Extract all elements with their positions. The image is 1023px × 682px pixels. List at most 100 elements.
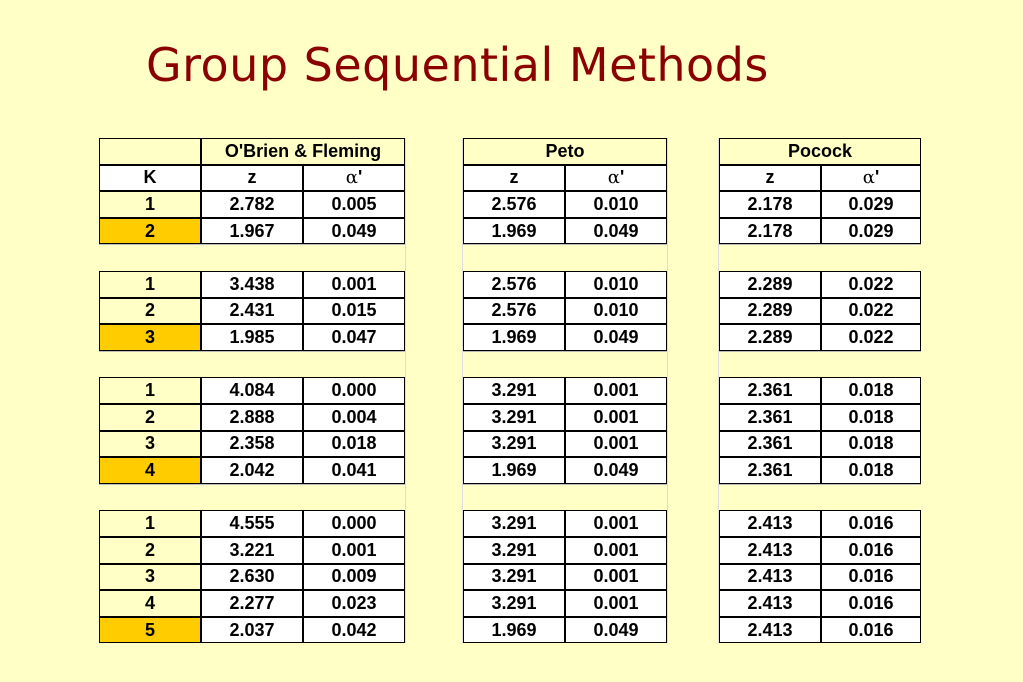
peto-z-cell: 1.969 [463,457,565,484]
peto-z-cell: 2.576 [463,297,565,325]
peto-a-cell: 0.001 [565,510,667,537]
poc-a-cell: 0.016 [821,563,921,591]
peto-z-cell: 3.291 [463,563,565,591]
k-cell: 4 [99,457,201,484]
spacer-cell [719,483,821,511]
peto-a-cell: 0.049 [565,457,667,484]
poc-z-cell: 2.413 [719,616,821,644]
poc-z-cell: 2.413 [719,537,821,564]
alpha-symbol: α [862,167,875,189]
alpha-prime: ' [619,167,625,188]
poc-z-cell: 2.413 [719,563,821,591]
obf-z-cell: 3.221 [201,537,303,564]
peto-a-cell: 0.010 [565,191,667,218]
obf-a-cell: 0.041 [303,457,405,484]
k-header: K [99,164,201,192]
poc-a-cell: 0.029 [821,217,921,245]
obf-a-cell: 0.000 [303,377,405,404]
poc-a-cell: 0.018 [821,430,921,458]
obf-a-cell: 0.049 [303,217,405,245]
spacer-cell [821,350,921,378]
spacer-cell [821,244,921,271]
obf-z-cell: 4.555 [201,510,303,537]
obf-z-cell: 2.782 [201,191,303,218]
poc-z-cell: 2.413 [719,590,821,617]
peto-a-cell: 0.001 [565,537,667,564]
k-cell: 5 [99,616,201,644]
spacer-cell [565,244,667,271]
obf-a-cell: 0.004 [303,404,405,431]
poc-z-cell: 2.289 [719,271,821,298]
spacer-cell [821,483,921,511]
peto-z-cell: 3.291 [463,537,565,564]
k-cell: 2 [99,537,201,564]
spacer-cell [719,350,821,378]
spacer-cell [201,244,303,271]
alpha-prime: ' [874,167,880,188]
method-header-obrien-fleming: O'Brien & Fleming [201,138,405,165]
poc-a-cell: 0.016 [821,510,921,537]
k-cell: 4 [99,590,201,617]
spacer-cell [463,483,565,511]
spacer-cell [303,244,405,271]
spacer-cell [719,244,821,271]
poc-z-cell: 2.413 [719,510,821,537]
k-cell: 2 [99,297,201,325]
poc-z-cell: 2.361 [719,404,821,431]
alpha-symbol: α [345,167,358,189]
spacer-cell [463,350,565,378]
peto-a-cell: 0.049 [565,324,667,351]
poc-z-header: z [719,164,821,192]
obf-alpha-header: α ' [303,164,405,192]
peto-z-cell: 3.291 [463,404,565,431]
spacer-cell [565,350,667,378]
poc-z-cell: 2.289 [719,324,821,351]
peto-z-cell: 1.969 [463,217,565,245]
gap-column [667,138,719,644]
poc-z-cell: 2.361 [719,457,821,484]
obf-a-cell: 0.023 [303,590,405,617]
poc-a-cell: 0.016 [821,616,921,644]
obf-z-cell: 2.630 [201,563,303,591]
alpha-prime: ' [357,167,363,188]
spacer-cell [303,483,405,511]
spacer-cell [99,350,201,378]
obf-z-cell: 4.084 [201,377,303,404]
obf-a-cell: 0.005 [303,191,405,218]
k-cell: 1 [99,510,201,537]
obf-a-cell: 0.001 [303,271,405,298]
peto-a-cell: 0.001 [565,404,667,431]
poc-a-cell: 0.016 [821,590,921,617]
obf-z-header: z [201,164,303,192]
spacer-cell [201,350,303,378]
poc-z-cell: 2.178 [719,191,821,218]
method-header-pocock: Pocock [719,138,921,165]
peto-z-cell: 3.291 [463,510,565,537]
poc-a-cell: 0.016 [821,537,921,564]
header-blank [99,138,201,165]
k-cell: 3 [99,563,201,591]
peto-z-cell: 1.969 [463,324,565,351]
obf-z-cell: 3.438 [201,271,303,298]
peto-z-cell: 2.576 [463,191,565,218]
peto-a-cell: 0.001 [565,377,667,404]
peto-z-cell: 3.291 [463,590,565,617]
spacer-cell [99,244,201,271]
poc-z-cell: 2.289 [719,297,821,325]
spacer-cell [463,244,565,271]
peto-alpha-header: α ' [565,164,667,192]
spacer-cell [565,483,667,511]
poc-z-cell: 2.361 [719,377,821,404]
k-cell: 2 [99,404,201,431]
poc-a-cell: 0.018 [821,404,921,431]
obf-a-cell: 0.047 [303,324,405,351]
peto-z-cell: 3.291 [463,430,565,458]
poc-z-cell: 2.178 [719,217,821,245]
poc-z-cell: 2.361 [719,430,821,458]
poc-a-cell: 0.018 [821,377,921,404]
peto-a-cell: 0.010 [565,271,667,298]
peto-a-cell: 0.001 [565,430,667,458]
obf-z-cell: 2.358 [201,430,303,458]
obf-z-cell: 2.431 [201,297,303,325]
